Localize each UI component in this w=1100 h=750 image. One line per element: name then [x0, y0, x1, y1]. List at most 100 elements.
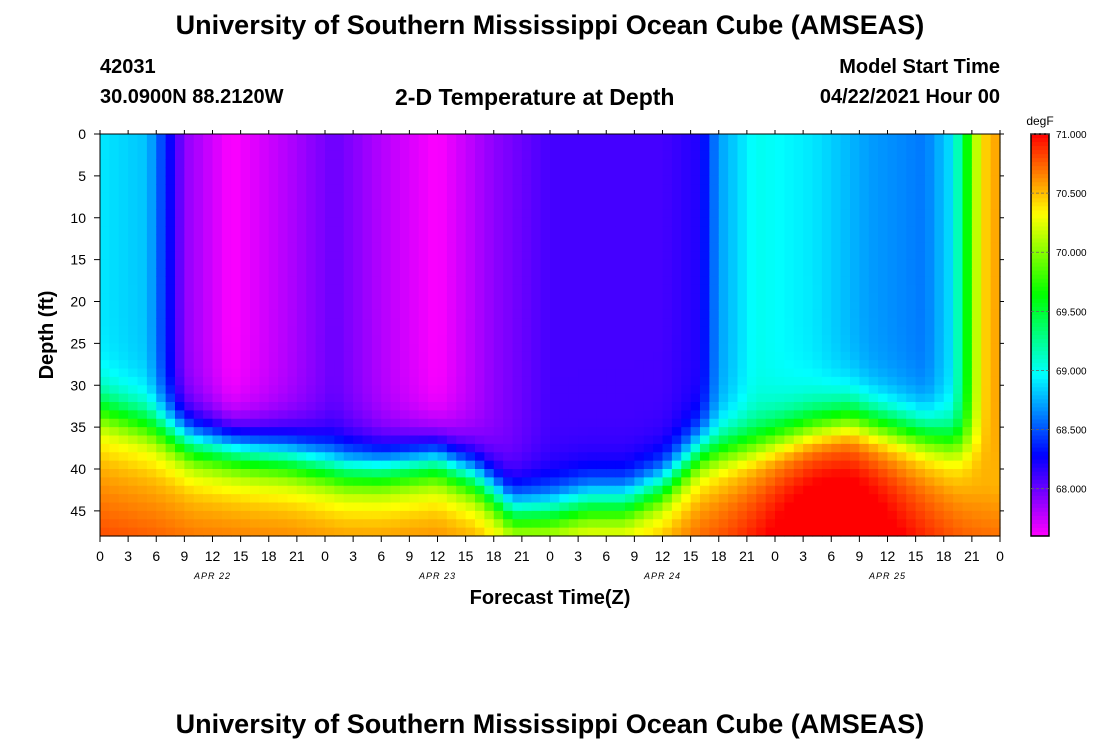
heatmap-cell — [784, 142, 795, 152]
heatmap-cell — [146, 410, 157, 420]
heatmap-cell — [850, 351, 860, 361]
heatmap-cell — [578, 519, 589, 529]
heatmap-cell — [287, 293, 298, 303]
heatmap-cell — [990, 251, 1001, 261]
heatmap-cell — [821, 159, 832, 169]
heatmap-cell — [803, 485, 814, 495]
heatmap-cell — [250, 259, 260, 269]
heatmap-cell — [165, 469, 176, 478]
heatmap-cell — [625, 385, 635, 395]
heatmap-cell — [409, 502, 420, 512]
heatmap-cell — [268, 209, 279, 219]
heatmap-cell — [231, 460, 242, 470]
heatmap-cell — [446, 477, 457, 487]
heatmap-cell — [343, 134, 354, 143]
heatmap-cell — [718, 326, 729, 336]
heatmap-cell — [268, 201, 279, 210]
heatmap-cell — [390, 351, 401, 361]
heatmap-cell — [390, 368, 401, 378]
heatmap-cell — [465, 469, 476, 478]
heatmap-cell — [109, 410, 120, 420]
heatmap-cell — [756, 360, 767, 370]
heatmap-cell — [268, 259, 279, 269]
heatmap-cell — [943, 385, 954, 395]
heatmap-cell — [184, 469, 195, 478]
heatmap-cell — [634, 335, 645, 344]
heatmap-cell — [812, 502, 823, 512]
heatmap-cell — [550, 134, 560, 143]
heatmap-cell — [981, 209, 992, 219]
heatmap-cell — [306, 251, 317, 261]
heatmap-cell — [962, 142, 973, 152]
heatmap-cell — [868, 226, 879, 236]
heatmap-cell — [765, 494, 776, 504]
heatmap-cell — [596, 393, 607, 403]
heatmap-cell — [962, 217, 973, 227]
heatmap-cell — [765, 192, 776, 202]
colorbar-swatch — [1031, 459, 1049, 465]
heatmap-cell — [606, 393, 617, 403]
heatmap-cell — [756, 418, 767, 428]
heatmap-cell — [878, 418, 889, 428]
heatmap-cell — [906, 159, 917, 169]
heatmap-cell — [953, 527, 964, 537]
heatmap-cell — [109, 184, 120, 194]
heatmap-cell — [765, 184, 776, 194]
heatmap-cell — [615, 393, 626, 403]
heatmap-cell — [953, 234, 964, 244]
heatmap-cell — [765, 326, 776, 336]
heatmap-cell — [568, 309, 579, 319]
heatmap-cell — [559, 343, 570, 353]
heatmap-cell — [896, 276, 907, 286]
heatmap-cell — [343, 318, 354, 328]
heatmap-cell — [934, 502, 945, 512]
heatmap-cell — [400, 469, 410, 478]
heatmap-cell — [221, 326, 232, 336]
heatmap-cell — [962, 402, 973, 411]
colorbar-swatch — [1031, 178, 1049, 183]
heatmap-cell — [400, 318, 410, 328]
heatmap-cell — [587, 192, 598, 202]
heatmap-cell — [934, 142, 945, 152]
heatmap-cell — [681, 142, 692, 152]
heatmap-cell — [306, 192, 317, 202]
heatmap-cell — [475, 418, 485, 428]
heatmap-cell — [531, 435, 542, 445]
heatmap-cell — [700, 167, 710, 177]
heatmap-cell — [212, 192, 223, 202]
heatmap-cell — [400, 167, 410, 177]
colorbar-tick-label: 69.000 — [1056, 366, 1087, 377]
heatmap-cell — [203, 259, 214, 269]
heatmap-cell — [878, 393, 889, 403]
heatmap-cell — [728, 167, 739, 177]
heatmap-cell — [850, 259, 860, 269]
heatmap-cell — [662, 150, 673, 160]
heatmap-cell — [737, 351, 748, 361]
heatmap-cell — [493, 510, 504, 520]
heatmap-cell — [850, 376, 860, 386]
heatmap-cell — [746, 309, 757, 319]
heatmap-cell — [550, 167, 560, 177]
heatmap-cell — [371, 418, 382, 428]
heatmap-cell — [990, 167, 1001, 177]
heatmap-cell — [718, 485, 729, 495]
heatmap-cell — [221, 485, 232, 495]
heatmap-cell — [662, 510, 673, 520]
heatmap-cell — [334, 293, 345, 303]
heatmap-cell — [259, 150, 270, 160]
heatmap-cell — [596, 485, 607, 495]
heatmap-cell — [175, 385, 185, 395]
heatmap-cell — [700, 159, 710, 169]
heatmap-cell — [100, 134, 110, 143]
heatmap-cell — [831, 259, 842, 269]
heatmap-cell — [221, 427, 232, 437]
heatmap-cell — [418, 134, 429, 143]
heatmap-cell — [990, 343, 1001, 353]
heatmap-cell — [100, 335, 110, 344]
heatmap-cell — [906, 351, 917, 361]
heatmap-cell — [793, 494, 804, 504]
heatmap-cell — [118, 209, 129, 219]
heatmap-cell — [400, 527, 410, 537]
heatmap-cell — [521, 519, 532, 529]
heatmap-cell — [671, 418, 682, 428]
